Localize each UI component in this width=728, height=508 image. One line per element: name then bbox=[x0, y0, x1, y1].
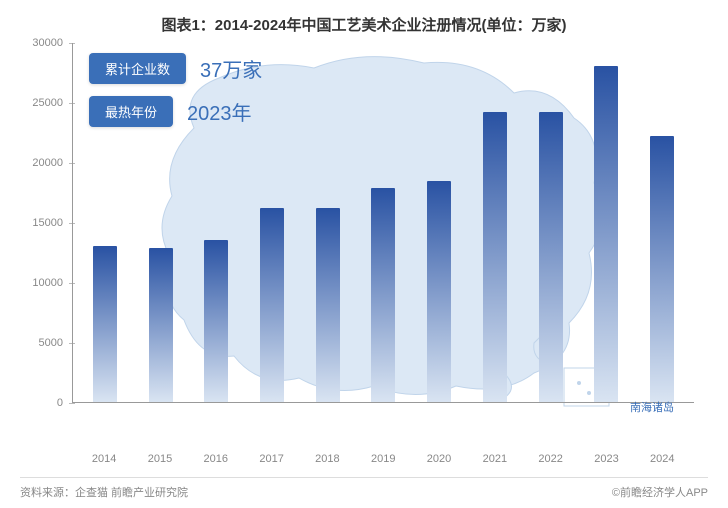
y-tick-label: 10000 bbox=[32, 277, 63, 289]
y-tick-label: 0 bbox=[57, 397, 63, 409]
y-tick-mark bbox=[69, 403, 75, 404]
x-tick-label: 2020 bbox=[427, 453, 451, 465]
bar-2014 bbox=[93, 246, 117, 402]
x-tick-label: 2023 bbox=[594, 453, 618, 465]
hottest-badge-row: 最热年份 2023年 bbox=[89, 96, 262, 127]
x-tick-label: 2016 bbox=[204, 453, 228, 465]
bar-2016 bbox=[204, 240, 228, 402]
cumulative-badge-row: 累计企业数 37万家 bbox=[89, 53, 262, 84]
cumulative-badge: 累计企业数 bbox=[89, 53, 186, 84]
x-tick-label: 2018 bbox=[315, 453, 339, 465]
hottest-badge: 最热年份 bbox=[89, 96, 173, 127]
bar-2024 bbox=[650, 136, 674, 402]
x-tick-label: 2015 bbox=[148, 453, 172, 465]
source-text: 资料来源：企查猫 前瞻产业研究院 bbox=[20, 484, 188, 500]
y-tick-label: 20000 bbox=[32, 157, 63, 169]
bar-2018 bbox=[316, 208, 340, 402]
cumulative-value: 37万家 bbox=[200, 54, 262, 83]
hottest-value: 2023年 bbox=[187, 97, 252, 126]
x-tick-label: 2022 bbox=[538, 453, 562, 465]
bar-2020 bbox=[427, 181, 451, 402]
bar-2019 bbox=[371, 188, 395, 402]
chart-container: 累计企业数 37万家 最热年份 2023年 0 5000 10000 15000 200… bbox=[24, 43, 704, 443]
bar-2017 bbox=[260, 208, 284, 402]
y-tick-label: 25000 bbox=[32, 97, 63, 109]
x-tick-label: 2014 bbox=[92, 453, 116, 465]
x-tick-label: 2024 bbox=[650, 453, 674, 465]
credit-text: ©前瞻经济学人APP bbox=[612, 484, 708, 500]
bar-2022 bbox=[539, 112, 563, 402]
x-tick-label: 2017 bbox=[259, 453, 283, 465]
bar-2023 bbox=[594, 66, 618, 402]
x-tick-label: 2019 bbox=[371, 453, 395, 465]
y-tick-label: 15000 bbox=[32, 217, 63, 229]
y-tick-label: 5000 bbox=[39, 337, 63, 349]
x-tick-label: 2021 bbox=[483, 453, 507, 465]
info-badges: 累计企业数 37万家 最热年份 2023年 bbox=[89, 53, 262, 139]
bar-2015 bbox=[149, 248, 173, 402]
y-axis: 050001000015000200002500030000 bbox=[24, 43, 69, 403]
footer: 资料来源：企查猫 前瞻产业研究院 ©前瞻经济学人APP bbox=[20, 477, 708, 500]
island-label: 南海诸岛 bbox=[630, 399, 674, 415]
x-axis-labels: 2014 2015 2016 2017 2018 2019 2020 2021 2022 2023… bbox=[72, 453, 694, 465]
y-tick-label: 30000 bbox=[32, 37, 63, 49]
bar-2021 bbox=[483, 112, 507, 402]
chart-title: 图表1：2014-2024年中国工艺美术企业注册情况(单位：万家) bbox=[0, 0, 728, 43]
